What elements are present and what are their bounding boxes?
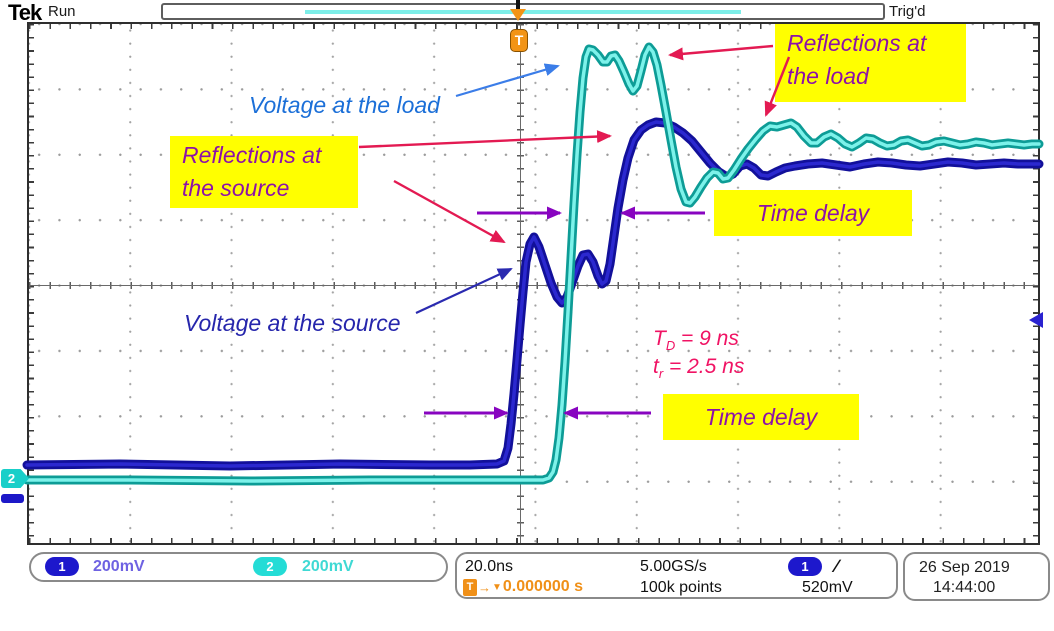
trigger-level-readout: 520mV — [802, 579, 853, 596]
time-readout: 14:44:00 — [933, 579, 996, 596]
reflections-at-source-line1: Reflections at — [182, 142, 322, 168]
graticule-bottom-ticks — [29, 538, 1038, 543]
reflections-at-load-callout: Reflections at the load — [775, 24, 966, 102]
record-length-readout: 100k points — [640, 579, 722, 596]
time-delay-upper-callout: Time delay — [714, 190, 912, 236]
reflections-at-source-callout: Reflections at the source — [170, 136, 358, 208]
trigger-delay-readout: T → ▼ 0.000000 s — [463, 578, 583, 596]
trigger-position-arrow-icon — [510, 9, 526, 21]
ch2-scale-readout: 200mV — [302, 558, 354, 575]
horizontal-trigger-readout-box: 20.0ns T → ▼ 0.000000 s 5.00GS/s 100k point… — [455, 552, 898, 599]
trigger-position-stem — [516, 0, 520, 10]
timebase-readout: 20.0ns — [465, 558, 514, 575]
sample-rate-readout: 5.00GS/s — [640, 558, 707, 575]
trigger-status: Trig'd — [889, 3, 926, 20]
ch2-badge: 2 — [253, 557, 287, 576]
trigger-flag-icon: T — [510, 29, 528, 52]
time-delay-lower-callout: Time delay — [663, 394, 859, 440]
voltage-at-source-label: Voltage at the source — [184, 310, 401, 336]
measurement-annotation: TD = 9 ns tr = 2.5 ns — [653, 326, 744, 382]
tek-logo: Tek — [8, 0, 42, 25]
reflections-at-source-line2: the source — [182, 174, 290, 201]
reflections-at-load-line2: the load — [787, 62, 869, 89]
ch1-ground-marker — [1, 494, 24, 503]
center-horizontal-axis — [29, 282, 1038, 289]
reflections-at-load-line1: Reflections at — [787, 30, 927, 56]
down-cursor-icon: ▼ — [492, 581, 502, 593]
td-measurement: TD = 9 ns — [653, 327, 739, 354]
vertical-readout-box: 1 200mV 2 200mV — [29, 552, 448, 582]
ch1-badge: 1 — [45, 557, 79, 576]
graticule-top-ticks — [29, 24, 1038, 29]
trigger-slope-icon: ∕ — [835, 556, 839, 576]
tr-measurement: tr = 2.5 ns — [653, 355, 745, 382]
trigger-position-marker — [509, 0, 527, 23]
trigger-t-icon: T — [463, 578, 477, 596]
voltage-at-load-label: Voltage at the load — [249, 92, 440, 118]
trigger-level-arrow-icon — [1029, 312, 1043, 328]
trigger-source-badge: 1 — [788, 557, 822, 576]
trigger-delay-value: 0.000000 s — [502, 578, 583, 595]
date-readout: 26 Sep 2019 — [919, 559, 1010, 576]
right-arrow-icon: → — [478, 579, 491, 595]
ch2-ground-marker: 2 — [1, 469, 29, 488]
ch1-scale-readout: 200mV — [93, 558, 145, 575]
acquisition-status: Run — [48, 3, 76, 20]
datetime-box: 26 Sep 2019 14:44:00 — [903, 552, 1050, 601]
